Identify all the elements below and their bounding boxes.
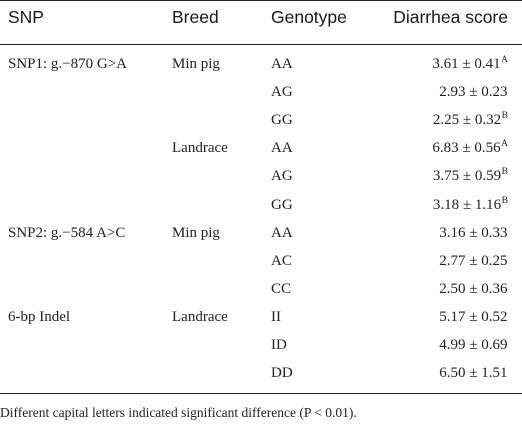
cell-diarrhea-score: 3.16 ± 0.33	[439, 224, 508, 242]
score-value: 5.17 ± 0.52	[439, 309, 508, 325]
cell-breed: Landrace	[172, 309, 228, 325]
score-value: 3.18 ± 1.16	[432, 197, 502, 213]
cell-snp: SNP1: g.−870 G>A	[8, 56, 128, 72]
score-value: 6.83 ± 0.56	[432, 140, 501, 156]
cell-diarrhea-score: 5.17 ± 0.52	[439, 308, 508, 326]
cell-breed: Landrace	[172, 140, 228, 156]
cell-diarrhea-score: 4.99 ± 0.69	[439, 336, 508, 354]
cell-diarrhea-score: 2.77 ± 0.25	[439, 252, 508, 270]
cell-diarrhea-score: 2.93 ± 0.23	[439, 83, 508, 101]
cell-snp: 6-bp Indel	[8, 309, 71, 325]
table-top-rule	[0, 0, 522, 1]
cell-genotype: AA	[271, 225, 293, 241]
cell-genotype: AG	[271, 84, 293, 100]
cell-genotype: GG	[271, 197, 293, 213]
score-value: 3.61 ± 0.41	[432, 56, 501, 72]
score-value: 4.99 ± 0.69	[439, 337, 508, 353]
score-value: 2.93 ± 0.23	[439, 84, 508, 100]
cell-snp: SNP2: g.−584 A>C	[8, 225, 126, 241]
cell-genotype: DD	[271, 365, 293, 381]
cell-breed: Min pig	[172, 56, 220, 72]
significance-letter: A	[501, 55, 508, 65]
cell-genotype: AC	[271, 253, 292, 269]
significance-letter: B	[501, 111, 508, 121]
cell-genotype: ID	[271, 337, 287, 353]
cell-diarrhea-score: 6.83 ± 0.56A	[432, 139, 508, 157]
cell-diarrhea-score: 2.25 ± 0.32B	[433, 111, 508, 129]
cell-genotype: AG	[271, 168, 293, 184]
cell-diarrhea-score: 3.61 ± 0.41A	[432, 55, 508, 73]
cell-genotype: II	[271, 309, 281, 325]
significance-letter: A	[501, 139, 508, 149]
score-value: 2.50 ± 0.36	[439, 281, 508, 297]
cell-genotype: AA	[271, 140, 293, 156]
header-breed: Breed	[172, 7, 219, 27]
header-genotype: Genotype	[271, 7, 347, 27]
significance-letter: B	[501, 167, 508, 177]
cell-genotype: CC	[271, 281, 292, 297]
score-value: 3.75 ± 0.59	[432, 168, 502, 184]
cell-diarrhea-score: 3.18 ± 1.16B	[433, 196, 508, 214]
cell-diarrhea-score: 3.75 ± 0.59B	[433, 167, 508, 185]
cell-breed: Min pig	[172, 225, 220, 241]
cell-diarrhea-score: 2.50 ± 0.36	[439, 280, 508, 298]
table-footnote: Different capital letters indicated sign…	[0, 405, 357, 420]
score-value: 2.25 ± 0.32	[432, 112, 502, 128]
table-bottom-rule	[0, 393, 522, 394]
significance-letter: B	[501, 196, 508, 206]
score-value: 3.16 ± 0.33	[439, 225, 508, 241]
cell-diarrhea-score: 6.50 ± 1.51	[439, 364, 508, 382]
cell-genotype: AA	[271, 56, 293, 72]
header-diarrhea-score: Diarrhea score	[393, 7, 508, 27]
header-snp: SNP	[8, 7, 44, 27]
header-bottom-rule	[0, 44, 522, 45]
score-value: 6.50 ± 1.51	[439, 365, 508, 381]
score-value: 2.77 ± 0.25	[439, 253, 508, 269]
cell-genotype: GG	[271, 112, 293, 128]
